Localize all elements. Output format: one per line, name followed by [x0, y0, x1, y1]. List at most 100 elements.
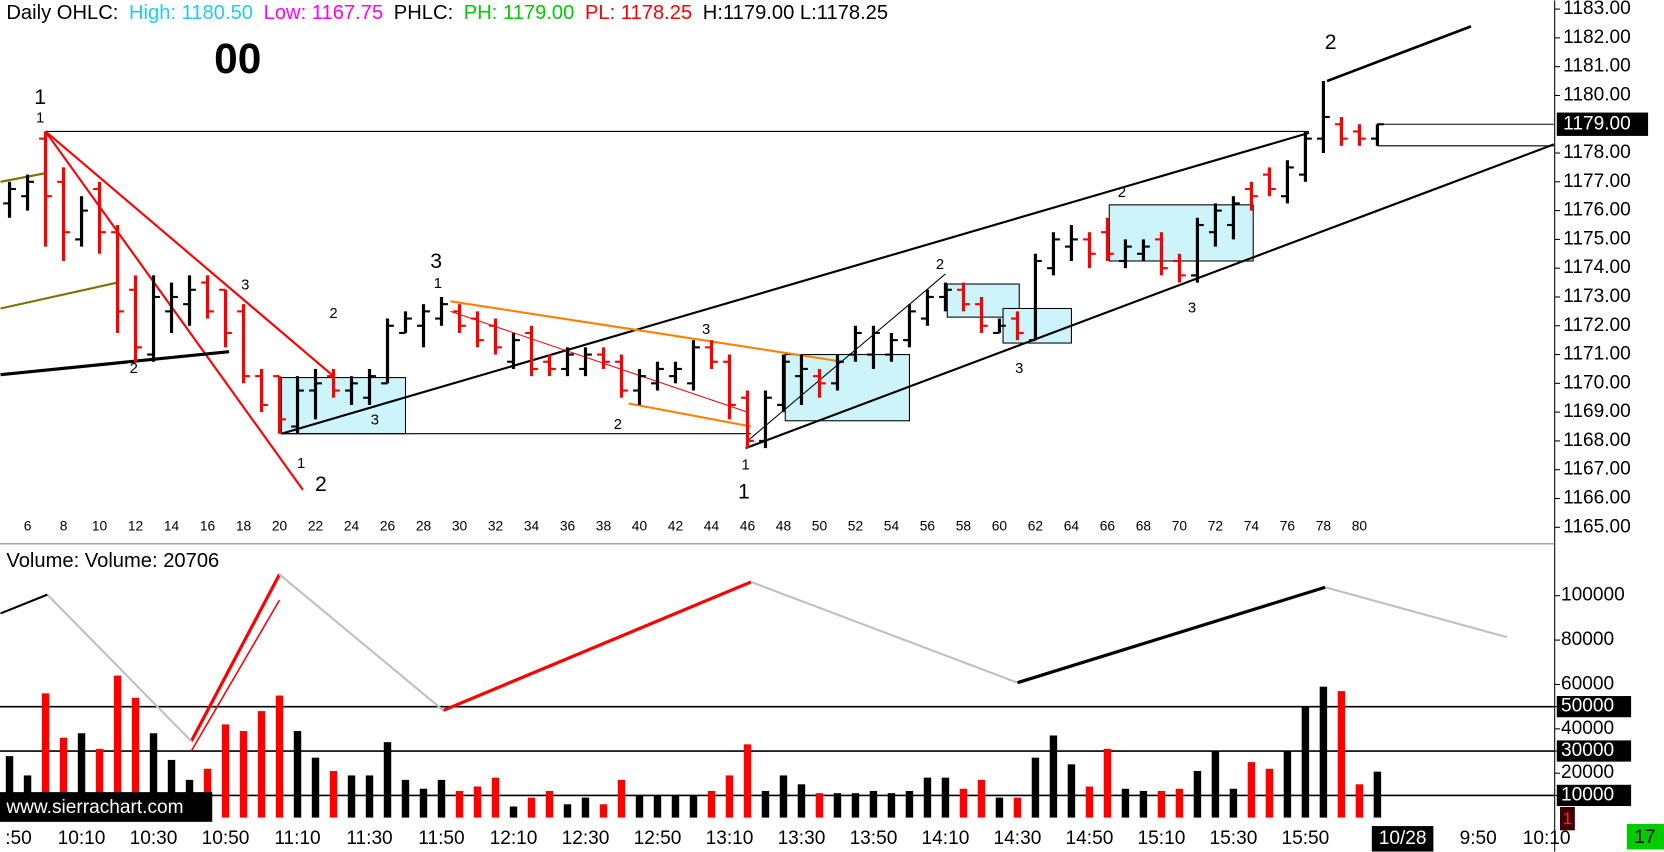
wave-label: 2 — [329, 306, 337, 322]
x-tick-label: 56 — [920, 518, 936, 533]
x-tick-label: 50 — [812, 518, 828, 533]
volume-bar — [1283, 751, 1292, 818]
x-tick-label: 54 — [884, 518, 900, 533]
volume-bar — [257, 711, 266, 818]
volume-bar — [671, 795, 680, 818]
volume-bar — [221, 724, 230, 818]
volume-bar — [1301, 706, 1310, 818]
wave-label: 3 — [1015, 361, 1023, 377]
x-tick-label: 40 — [632, 518, 648, 533]
watermark: www.sierrachart.com — [5, 797, 183, 818]
y-tick-label: 1168.00 — [1563, 430, 1631, 451]
volume-bar — [599, 804, 608, 818]
volume-bar — [509, 806, 518, 818]
seconds-box — [1626, 823, 1664, 850]
x-tick-label: 13:30 — [778, 828, 826, 849]
trend-line — [278, 573, 444, 712]
volume-bar — [239, 731, 248, 818]
x-tick-label: 76 — [1280, 518, 1296, 533]
wave-label: 2 — [614, 417, 622, 433]
x-tick-label: 9:50 — [1460, 828, 1497, 849]
trend-line — [1324, 586, 1508, 639]
volume-bar — [1085, 786, 1094, 818]
volume-bar — [707, 790, 716, 818]
x-tick-label: 11:10 — [274, 828, 320, 849]
x-tick-label: 66 — [1100, 518, 1116, 533]
x-tick-label: 80 — [1352, 518, 1368, 533]
volume-bar — [473, 786, 482, 818]
x-tick-label: 15:50 — [1282, 828, 1330, 849]
trend-line — [0, 593, 48, 615]
x-tick-label: 10 — [92, 518, 108, 533]
volume-bar — [743, 744, 752, 818]
y-tick-label: 1174.00 — [1563, 257, 1631, 278]
volume-bar — [761, 790, 770, 818]
volume-bar — [815, 793, 824, 818]
volume-bar — [1211, 751, 1220, 818]
volume-bar — [869, 790, 878, 818]
x-tick-label: 28 — [416, 518, 432, 533]
x-tick-label: 13:10 — [706, 828, 754, 849]
header-item: Low: 1167.75 — [264, 3, 384, 25]
x-tick-label: 26 — [380, 518, 396, 533]
volume-bar — [617, 779, 626, 818]
y-tick-label: 80000 — [1561, 629, 1614, 650]
x-tick-label: 12 — [128, 518, 143, 533]
volume-bar — [329, 770, 338, 818]
y-tick-label: 30000 — [1561, 740, 1614, 761]
volume-bar — [905, 790, 914, 818]
volume-bar — [851, 793, 860, 818]
volume-bar — [41, 693, 50, 818]
volume-bar — [149, 733, 158, 818]
x-tick-label: 24 — [344, 518, 360, 533]
x-tick-label: 11:50 — [418, 828, 464, 849]
header-item: High: 1180.50 — [129, 3, 253, 25]
x-tick-label: 10:10 — [1523, 828, 1571, 849]
y-tick-label: 40000 — [1561, 718, 1614, 739]
y-tick-label: 1166.00 — [1563, 488, 1631, 509]
counter: 1 — [1563, 809, 1572, 828]
y-tick-label: 10000 — [1561, 784, 1614, 805]
x-tick-label: 14:30 — [994, 828, 1042, 849]
x-tick-label: 64 — [1064, 518, 1080, 533]
marks-layer — [3, 81, 1384, 818]
x-tick-label: 34 — [524, 518, 540, 533]
y-tick-label: 50000 — [1561, 696, 1614, 717]
volume-bar — [653, 795, 662, 818]
volume-bar — [689, 795, 698, 818]
x-tick-label: 72 — [1208, 518, 1223, 533]
volume-bar — [527, 797, 536, 818]
volume-bar — [1121, 788, 1130, 818]
trend-line — [0, 281, 118, 310]
y-tick-label: 1176.00 — [1563, 200, 1631, 221]
volume-bar — [1067, 764, 1076, 818]
x-tick-label: 46 — [740, 518, 756, 533]
x-tick-label: 12:30 — [562, 828, 610, 849]
volume-bar — [635, 795, 644, 818]
last-price-box — [1556, 112, 1649, 136]
volume-bar — [347, 775, 356, 818]
y-tick-label: 1165.00 — [1563, 516, 1631, 537]
trend-line — [189, 573, 281, 743]
x-tick-label: 74 — [1244, 518, 1260, 533]
x-tick-label: 48 — [776, 518, 792, 533]
volume-bar — [113, 675, 122, 818]
volume-bar — [383, 742, 392, 818]
y-tick-label: 60000 — [1561, 674, 1614, 695]
wave-label: 2 — [1325, 31, 1337, 54]
y-tick-label: 1181.00 — [1563, 56, 1631, 77]
x-tick-label: 36 — [560, 518, 576, 533]
volume-bar — [437, 779, 446, 818]
x-tick-label: 10:30 — [130, 828, 178, 849]
wave-label: 3 — [241, 277, 249, 293]
trend-line — [0, 172, 46, 183]
x-tick-label: 32 — [488, 518, 503, 533]
x-tick-label: 18 — [236, 518, 252, 533]
volume-bar — [923, 777, 932, 818]
x-tick-label: 30 — [452, 518, 468, 533]
volume-bar — [941, 777, 950, 818]
trend-line — [450, 310, 748, 413]
volume-bar — [5, 756, 14, 818]
